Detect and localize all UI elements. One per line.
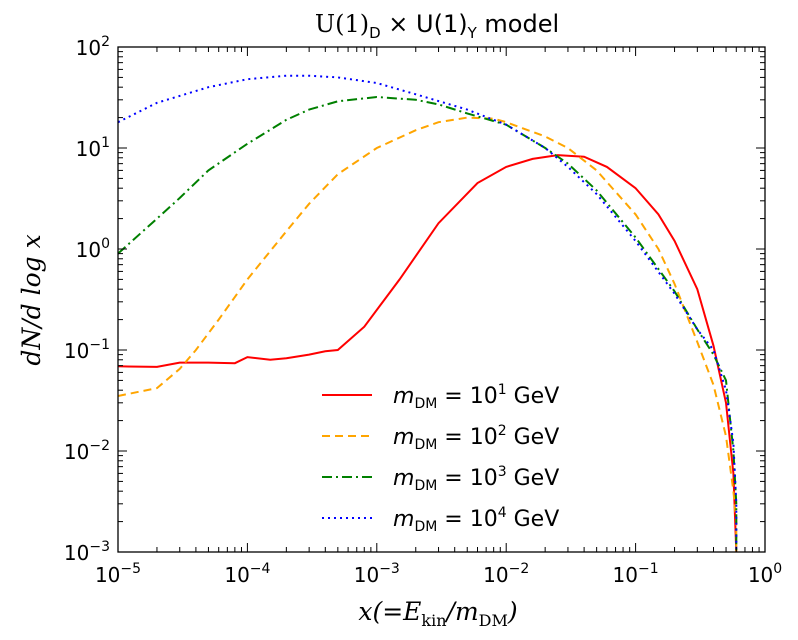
legend-label-4: mDM = 104 GeV [393,505,559,535]
x-axis-label: x(=Ekin/mDM) [358,597,517,630]
series-line-2 [117,116,738,552]
y-tick-label: 10−2 [64,438,110,464]
y-tick-label: 102 [76,34,110,60]
plot-frame [117,46,766,553]
x-tick-label: 10−5 [95,561,141,587]
y-tick-label: 10−1 [64,337,110,363]
series-line-4 [117,74,738,552]
chart-title: U(1)D × U(1)Y model [315,10,559,42]
legend-label-2: mDM = 102 GeV [393,423,559,453]
y-tick-label: 100 [76,236,110,262]
series-line-1 [117,154,738,553]
y-axis-label: dN/d log x [17,234,46,365]
x-tick-label: 10−4 [224,561,270,587]
y-tick-label: 101 [76,135,110,161]
x-tick-label: 10−3 [354,561,400,587]
ticks-group: 10−5 10−4 10−3 10−2 10−1 100 10−3 10−2 10−1 100 10… [64,34,782,587]
legend-label-1: mDM = 101 GeV [393,382,559,412]
legend-label-3: mDM = 103 GeV [393,464,559,494]
series-group [117,74,738,553]
x-tick-label: 10−2 [483,561,529,587]
legend: mDM = 101 GeV mDM = 102 GeV mDM = 103 GeV m… [322,382,559,535]
x-tick-label: 10−1 [613,561,659,587]
y-tick-label: 10−3 [64,539,110,565]
x-tick-label: 100 [748,561,782,587]
